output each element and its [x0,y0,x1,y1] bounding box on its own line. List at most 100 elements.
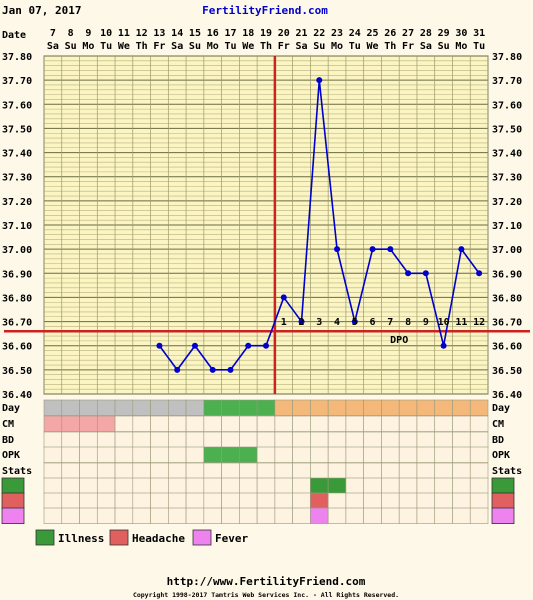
row-label-left: CM [2,419,14,430]
date-label: 23 [331,28,343,39]
date-label: 28 [420,28,432,39]
row-cell [452,446,471,463]
row-cell [416,462,436,479]
row-label-left: Day [2,403,20,414]
row-cell [398,431,418,448]
row-cell [150,462,169,479]
row-cell [256,399,276,416]
stat-box-left [1,507,25,525]
weekday-label: Sa [295,41,307,52]
date-label: 21 [295,28,307,39]
row-cell [292,415,311,432]
weekday-label: Th [384,41,396,52]
row-cell [469,415,489,432]
row-cell [363,431,382,448]
date-label: 15 [189,28,201,39]
row-cell [381,446,400,463]
row-cell [43,462,63,479]
row-cell [168,415,187,432]
row-cell [345,415,364,432]
row-cell [398,462,418,479]
row-cell [256,462,276,479]
row-cell [185,492,205,509]
row-cell [43,446,63,463]
row-cell [150,477,169,494]
temp-point [316,77,323,84]
temperature-lines [4,56,530,394]
weekday-label: Su [65,41,77,52]
row-cell [114,431,134,448]
legend-label: Headache [132,532,185,545]
date-label: 9 [85,28,91,39]
date-row-label: Date [2,30,26,41]
row-cell [452,431,471,448]
row-cell [469,446,489,463]
weekday-label: Sa [420,41,432,52]
row-cell [185,399,205,416]
temp-segment [229,345,249,371]
row-cell [256,431,276,448]
legend-swatch [109,529,129,546]
row-cell [185,507,205,524]
row-cell [221,477,240,494]
row-cell [274,431,293,448]
weekday-label: Mo [455,41,467,52]
dpo-label: 12 [473,317,485,328]
row-cell [203,462,222,479]
weekday-label: Fr [402,41,414,52]
temperature-grid [43,55,489,395]
y-tick-right: 36.70 [492,318,522,329]
row-label-right: CM [492,419,504,430]
row-cell [327,462,347,479]
weekday-label: Tu [473,41,485,52]
row-cell [43,492,63,509]
y-tick-left: 36.40 [2,390,32,401]
row-cell [416,399,436,416]
row-cell [61,492,80,509]
row-cell [96,492,116,509]
row-cell [292,462,311,479]
temp-point [369,246,376,253]
row-cell [96,415,116,432]
row-cell [168,462,187,479]
temp-point [422,270,429,277]
row-cell [203,446,222,463]
row-cell [96,507,116,524]
temp-segment [283,296,303,323]
temp-segment [336,248,356,322]
row-cell [363,507,382,524]
row-cell [434,431,453,448]
row-cell [185,446,205,463]
temp-segment [389,248,409,274]
chart-rows [1,399,515,546]
row-cell [469,507,489,524]
row-cell [327,507,347,524]
row-cell [416,477,436,494]
row-cell [398,399,418,416]
row-label-right: OPK [492,450,510,461]
row-cell [221,415,240,432]
date-label: 12 [136,28,148,39]
date-label: 27 [402,28,414,39]
row-cell [310,399,329,416]
row-cell [150,492,169,509]
row-cell [434,477,453,494]
dpo-label: 3 [316,317,322,328]
row-cell [469,477,489,494]
weekday-label: Fr [153,41,165,52]
y-tick-right: 36.80 [492,293,522,304]
row-cell [256,477,276,494]
row-cell [221,507,240,524]
row-cell [79,477,98,494]
row-label-right: Stats [492,466,522,477]
row-cell [132,399,151,416]
temp-point [245,342,252,349]
row-cell [79,446,98,463]
row-cell [203,431,222,448]
row-cell [310,446,329,463]
row-cell [398,415,418,432]
temp-point [209,366,216,373]
date-label: 10 [100,28,112,39]
temp-segment [460,248,480,274]
row-cell [168,477,187,494]
